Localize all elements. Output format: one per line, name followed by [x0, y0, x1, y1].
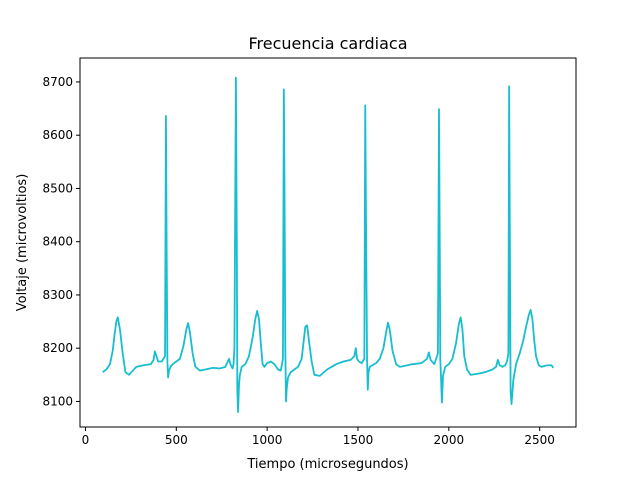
- series-line: [102, 76, 555, 413]
- x-tick-label: 1500: [343, 433, 374, 447]
- y-tick-label: 8700: [42, 75, 73, 89]
- y-tick-label: 8400: [42, 235, 73, 249]
- chart-title: Frecuencia cardiaca: [248, 34, 407, 53]
- x-axis: 0 500 1000 1500 2000 2500: [82, 427, 555, 447]
- x-tick-label: 500: [165, 433, 188, 447]
- y-tick-label: 8100: [42, 394, 73, 408]
- x-axis-label: Tiempo (microsegundos): [246, 457, 408, 472]
- y-tick-label: 8200: [42, 341, 73, 355]
- x-tick-label: 2000: [434, 433, 465, 447]
- x-tick-label: 0: [82, 433, 90, 447]
- plot-area: [79, 57, 577, 428]
- plot-frame: [79, 57, 577, 428]
- y-axis-label: Voltaje (microvoltios): [15, 174, 30, 312]
- x-tick-label: 1000: [252, 433, 283, 447]
- y-tick-label: 8600: [42, 128, 73, 142]
- y-tick-label: 8500: [42, 181, 73, 195]
- y-axis: 8100 8200 8300 8400 8500 8600 8700: [42, 75, 80, 408]
- x-tick-label: 2500: [524, 433, 555, 447]
- y-tick-label: 8300: [42, 288, 73, 302]
